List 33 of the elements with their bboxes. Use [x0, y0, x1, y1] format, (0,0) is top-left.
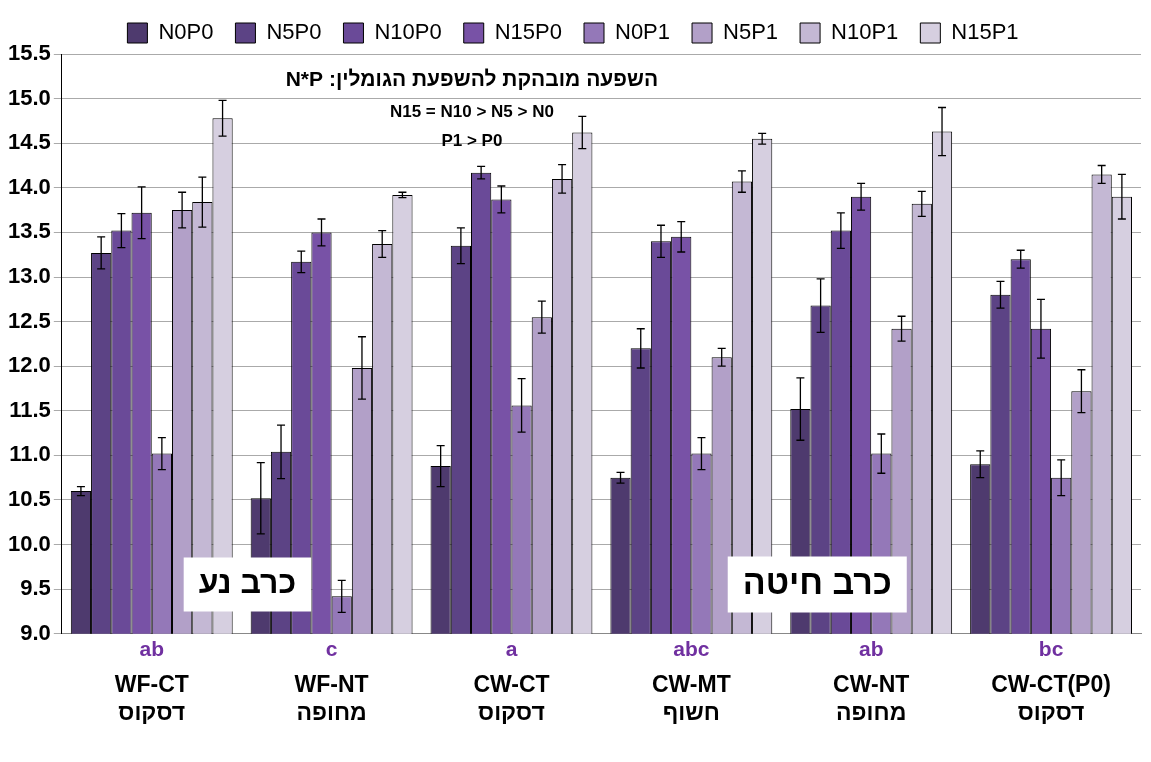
- legend-label: N15P0: [494, 19, 563, 45]
- annotation: abc: [673, 636, 710, 660]
- y-tick-label: 12.5: [7, 307, 51, 333]
- annotation: P1 > P0: [441, 130, 503, 150]
- annotation: ab: [858, 636, 884, 660]
- legend-label: N15P1: [951, 19, 1019, 45]
- legend-label: N5P1: [723, 19, 779, 45]
- y-tick-label: 11.5: [9, 396, 51, 422]
- y-tick-label: 9.5: [20, 575, 51, 601]
- annotation: c: [325, 636, 338, 660]
- legend-label: N0P1: [615, 19, 671, 45]
- y-tick-label: 11.0: [9, 441, 51, 467]
- annotation: השפעה מובהקת להשפעת הגומלין: N*P: [285, 66, 659, 90]
- y-tick-label: 15.0: [7, 84, 51, 110]
- y-tick-label: 12.0: [7, 352, 51, 378]
- y-tick-label: 9.0: [20, 619, 51, 645]
- legend-label: N10P0: [374, 19, 442, 45]
- legend-label: N0P0: [158, 19, 214, 45]
- annotation: כרב נע: [198, 564, 297, 601]
- annotation: ab: [139, 636, 165, 660]
- legend-label: N10P1: [831, 19, 899, 45]
- annotation: a: [505, 636, 518, 660]
- annotation: bc: [1038, 636, 1064, 660]
- y-tick-label: 13.5: [7, 218, 51, 244]
- y-tick-label: 10.5: [7, 486, 51, 512]
- annotation: כרב חיטה: [742, 562, 892, 601]
- y-tick-label: 14.5: [7, 129, 51, 155]
- y-tick-label: 13.0: [7, 263, 51, 289]
- legend-label: N5P0: [266, 19, 322, 45]
- annotation: N15 = N10 > N5 > N0: [389, 101, 554, 121]
- y-tick-label: 14.0: [7, 173, 51, 199]
- y-tick-label: 15.5: [7, 40, 51, 66]
- y-tick-label: 10.0: [7, 530, 51, 556]
